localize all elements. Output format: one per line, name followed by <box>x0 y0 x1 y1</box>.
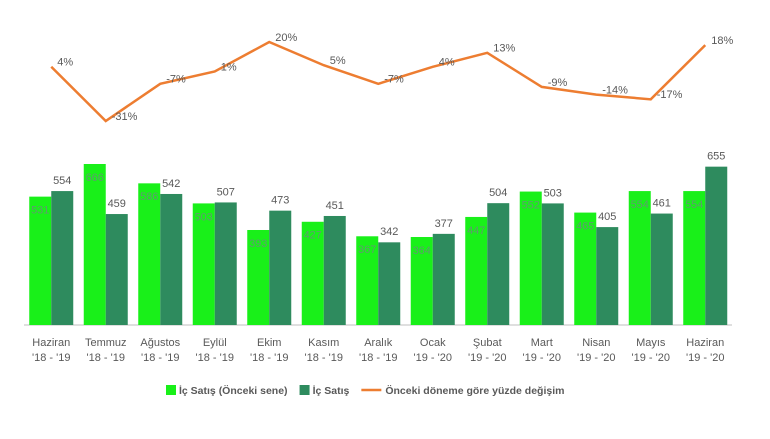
bar <box>574 212 597 325</box>
legend-label: İç Satış (Önceki sene) <box>179 384 288 397</box>
bar <box>323 215 346 325</box>
data-label: 542 <box>162 178 180 190</box>
data-label: -7% <box>384 74 404 86</box>
bar <box>160 193 183 325</box>
x-tick-label: '18 - '19 <box>32 352 70 364</box>
x-tick-label: '19 - '20 <box>468 352 506 364</box>
data-label: 427 <box>304 230 322 242</box>
data-label: -17% <box>657 89 683 101</box>
bar <box>541 203 564 325</box>
bar <box>192 203 215 325</box>
bar <box>519 191 542 325</box>
legend-swatch <box>166 385 176 395</box>
x-tick-label: Ekim <box>257 337 281 349</box>
data-label: 531 <box>31 205 49 217</box>
data-label: 503 <box>195 211 213 223</box>
bar <box>650 213 673 325</box>
bar <box>378 242 401 325</box>
x-tick-label: Mayıs <box>636 337 666 349</box>
legend-label: İç Satış <box>313 384 350 397</box>
data-label: 20% <box>275 32 297 44</box>
bar <box>83 164 106 325</box>
data-label: 504 <box>489 187 507 199</box>
bar <box>465 216 488 325</box>
data-label: 473 <box>271 195 289 207</box>
x-tick-label: '19 - '20 <box>523 352 561 364</box>
x-tick-label: Nisan <box>582 337 610 349</box>
data-label: -14% <box>602 85 628 97</box>
x-tick-label: Mart <box>531 337 553 349</box>
data-label: 459 <box>108 198 126 210</box>
legend-label: Önceki döneme göre yüzde değişim <box>385 384 564 397</box>
data-label: 4% <box>439 57 455 69</box>
bar <box>705 166 728 325</box>
line <box>50 40 707 123</box>
data-label: -7% <box>166 74 186 86</box>
data-label: 4% <box>57 57 73 69</box>
x-tick-label: '18 - '19 <box>87 352 125 364</box>
x-tick-label: '18 - '19 <box>305 352 343 364</box>
data-label: 465 <box>576 220 594 232</box>
bar <box>596 227 619 325</box>
data-label: 405 <box>598 211 616 223</box>
x-tick-label: '18 - '19 <box>359 352 397 364</box>
x-tick-label: Haziran <box>32 337 70 349</box>
x-tick-label: Haziran <box>686 337 724 349</box>
bar <box>138 183 161 325</box>
data-label: 451 <box>326 200 344 212</box>
x-tick-label: '19 - '20 <box>632 352 670 364</box>
data-label: 1% <box>221 61 237 73</box>
data-label: 367 <box>358 244 376 256</box>
bar <box>247 229 270 325</box>
data-label: 554 <box>53 175 71 187</box>
bar <box>214 202 237 325</box>
data-label: 507 <box>217 186 235 198</box>
bar <box>29 196 52 325</box>
x-tick-label: Ocak <box>420 337 446 349</box>
data-label: 18% <box>711 35 733 47</box>
data-label: 5% <box>330 55 346 67</box>
bar <box>269 210 292 325</box>
data-label: 554 <box>631 199 649 211</box>
legend-swatch <box>299 385 310 395</box>
x-tick-label: Kasım <box>308 337 339 349</box>
data-label: 586 <box>140 191 158 203</box>
x-tick-label: Temmuz <box>85 337 127 349</box>
x-tick-label: '18 - '19 <box>250 352 288 364</box>
x-tick-label: Aralık <box>364 337 393 349</box>
bar <box>628 191 651 325</box>
bar <box>51 191 74 325</box>
bar <box>487 203 510 325</box>
data-label: -9% <box>548 77 568 89</box>
data-label: 461 <box>653 197 671 209</box>
bar <box>105 214 128 325</box>
data-label: 552 <box>522 199 540 211</box>
data-label: 13% <box>493 43 515 55</box>
bar <box>301 221 324 325</box>
bar <box>410 237 433 325</box>
data-label: 503 <box>544 187 562 199</box>
x-tick-label: Şubat <box>473 337 502 349</box>
data-label: 655 <box>707 151 725 163</box>
data-label: 666 <box>86 172 104 184</box>
data-label: 364 <box>413 245 431 257</box>
x-tick-label: '18 - '19 <box>141 352 179 364</box>
x-tick-label: '18 - '19 <box>196 352 234 364</box>
data-label: -31% <box>112 111 138 123</box>
x-tick-label: '19 - '20 <box>414 352 452 364</box>
data-label: 447 <box>467 225 485 237</box>
data-label: 377 <box>435 218 453 230</box>
x-tick-label: Eylül <box>203 337 227 349</box>
x-tick-label: '19 - '20 <box>686 352 724 364</box>
data-label: 342 <box>380 226 398 238</box>
x-tick-label: Ağustos <box>140 337 180 349</box>
data-label: 554 <box>685 199 703 211</box>
x-tick-label: '19 - '20 <box>577 352 615 364</box>
data-label: 393 <box>249 238 267 250</box>
bar <box>683 191 706 325</box>
bar <box>432 233 455 325</box>
bar <box>356 236 379 325</box>
